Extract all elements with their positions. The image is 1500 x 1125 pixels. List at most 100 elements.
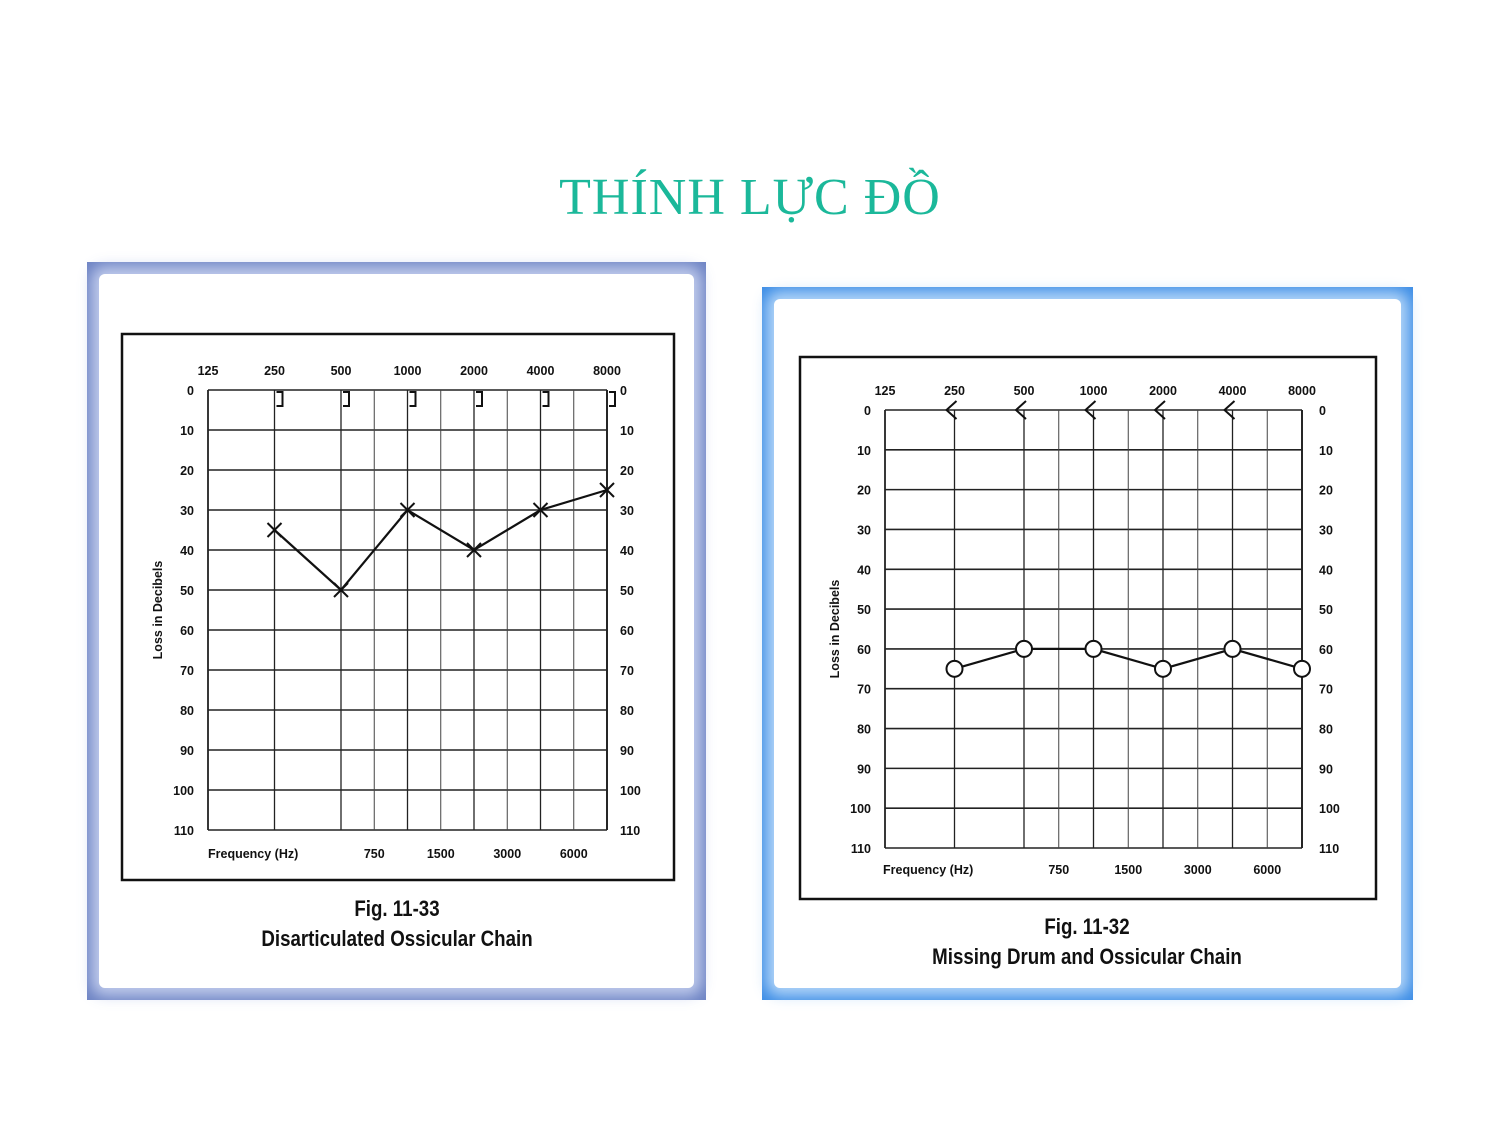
data-point-bracket-marker (476, 391, 483, 407)
y-tick-label-right: 10 (1319, 444, 1333, 458)
data-point-o-marker (1293, 659, 1311, 678)
y-tick-label-right: 90 (620, 744, 634, 758)
y-tick-label-left: 110 (851, 842, 871, 856)
caption-right: Fig. 11-32 Missing Drum and Ossicular Ch… (862, 912, 1313, 972)
y-tick-label-right: 20 (1319, 484, 1333, 498)
x-tick-label-bottom: 3000 (1184, 863, 1212, 877)
audiogram-frame-right: 125 250 500 1000 2000 4000 8000 Frequency (Hz) 7… (762, 287, 1413, 1000)
data-point-o-marker (1154, 659, 1172, 678)
y-tick-label-left: 60 (857, 643, 871, 657)
y-tick-label-left: 80 (857, 723, 871, 737)
x-tick-label-top: 2000 (460, 364, 488, 378)
y-tick-label-right: 80 (620, 704, 634, 718)
data-point-angle-marker (945, 400, 958, 420)
y-tick-label-left: 50 (180, 584, 194, 598)
data-point-x-marker (266, 522, 283, 538)
x-tick-label-top: 1000 (1080, 384, 1108, 398)
y-tick-label-right: 70 (620, 664, 634, 678)
data-point-o-marker (1084, 639, 1103, 658)
y-tick-label-left: 60 (180, 624, 194, 638)
x-tick-label-bottom: 750 (364, 847, 385, 861)
x-tick-label-bottom: 1500 (427, 847, 455, 861)
y-tick-label-left: 30 (857, 523, 871, 537)
y-tick-label-right: 20 (620, 464, 634, 478)
y-tick-label-right: 0 (1319, 404, 1326, 418)
audiogram-frame-left: 125 250 500 1000 2000 4000 8000 Frequency (Hz) 7… (87, 262, 706, 1000)
x-tick-label-top: 125 (875, 384, 896, 398)
y-tick-label-right: 30 (1319, 523, 1333, 537)
y-tick-label-left: 90 (180, 744, 194, 758)
x-tick-label-top: 4000 (1219, 384, 1247, 398)
x-axis-label: Frequency (Hz) (883, 863, 973, 877)
y-tick-label-right: 110 (1319, 842, 1339, 856)
x-tick-label-bottom: 3000 (493, 847, 521, 861)
y-tick-label-right: 80 (1319, 723, 1333, 737)
x-tick-label-top: 250 (264, 364, 285, 378)
y-tick-label-right: 30 (620, 504, 634, 518)
y-tick-label-left: 40 (180, 544, 194, 558)
y-tick-label-right: 10 (620, 424, 634, 438)
series-line (954, 647, 1303, 670)
x-tick-label-top: 250 (944, 384, 965, 398)
data-point-angle-marker (1014, 400, 1027, 420)
y-tick-label-right: 50 (620, 584, 634, 598)
y-tick-label-left: 10 (180, 424, 194, 438)
figure-number-right: Fig. 11-32 (1044, 914, 1130, 939)
y-tick-label-left: 0 (864, 404, 871, 418)
x-tick-label-top: 8000 (1288, 384, 1316, 398)
x-tick-label-bottom: 750 (1048, 863, 1069, 877)
data-point-bracket-marker (542, 391, 550, 407)
y-tick-label-left: 80 (180, 704, 194, 718)
x-tick-label-top: 1000 (394, 364, 422, 378)
x-axis-label: Frequency (Hz) (208, 847, 298, 861)
x-tick-label-top: 125 (198, 364, 219, 378)
y-tick-label-left: 100 (173, 784, 194, 798)
x-tick-label-bottom: 6000 (560, 847, 588, 861)
figure-title-right: Missing Drum and Ossicular Chain (932, 944, 1242, 969)
series-line (273, 488, 608, 592)
y-tick-label-left: 20 (857, 484, 871, 498)
x-tick-label-top: 8000 (593, 364, 621, 378)
y-tick-label-right: 50 (1319, 603, 1333, 617)
caption-left: Fig. 11-33 Disarticulated Ossicular Chai… (185, 894, 610, 954)
y-tick-label-left: 20 (180, 464, 194, 478)
audiogram-border (798, 355, 1378, 901)
audiogram-border (120, 332, 676, 882)
y-tick-label-left: 40 (857, 563, 871, 577)
data-point-bracket-marker (276, 391, 284, 407)
y-tick-label-left: 70 (180, 664, 194, 678)
y-tick-label-right: 60 (620, 624, 634, 638)
data-point-x-marker (532, 502, 549, 518)
figure-number-left: Fig. 11-33 (354, 896, 440, 921)
y-tick-label-right: 0 (620, 384, 627, 398)
y-tick-label-right: 110 (620, 824, 640, 838)
x-tick-label-top: 500 (1014, 384, 1035, 398)
data-point-bracket-marker (343, 391, 350, 407)
y-axis-label: Loss in Decibels (151, 561, 165, 660)
y-tick-label-left: 100 (850, 802, 871, 816)
data-point-bracket-marker (409, 391, 417, 407)
data-point-angle-marker (1084, 400, 1097, 420)
x-tick-label-top: 4000 (527, 364, 555, 378)
x-tick-label-top: 500 (331, 364, 352, 378)
audiogram-panel-left (99, 274, 694, 988)
y-axis-label: Loss in Decibels (828, 580, 842, 679)
data-point-x-marker (333, 582, 349, 598)
data-point-o-marker (945, 659, 964, 678)
data-point-angle-marker (1153, 400, 1166, 420)
data-point-x-marker (466, 542, 482, 558)
x-tick-label-bottom: 1500 (1114, 863, 1142, 877)
data-point-o-marker (1015, 639, 1033, 658)
figure-title-left: Disarticulated Ossicular Chain (261, 926, 533, 951)
y-tick-label-left: 10 (857, 444, 871, 458)
y-tick-label-left: 90 (857, 762, 871, 776)
y-tick-label-right: 40 (1319, 563, 1333, 577)
y-tick-label-left: 30 (180, 504, 194, 518)
y-tick-label-left: 110 (174, 824, 194, 838)
y-tick-label-left: 0 (187, 384, 194, 398)
y-tick-label-left: 70 (857, 683, 871, 697)
x-tick-label-top: 2000 (1149, 384, 1177, 398)
y-tick-label-right: 90 (1319, 762, 1333, 776)
y-tick-label-right: 70 (1319, 683, 1333, 697)
